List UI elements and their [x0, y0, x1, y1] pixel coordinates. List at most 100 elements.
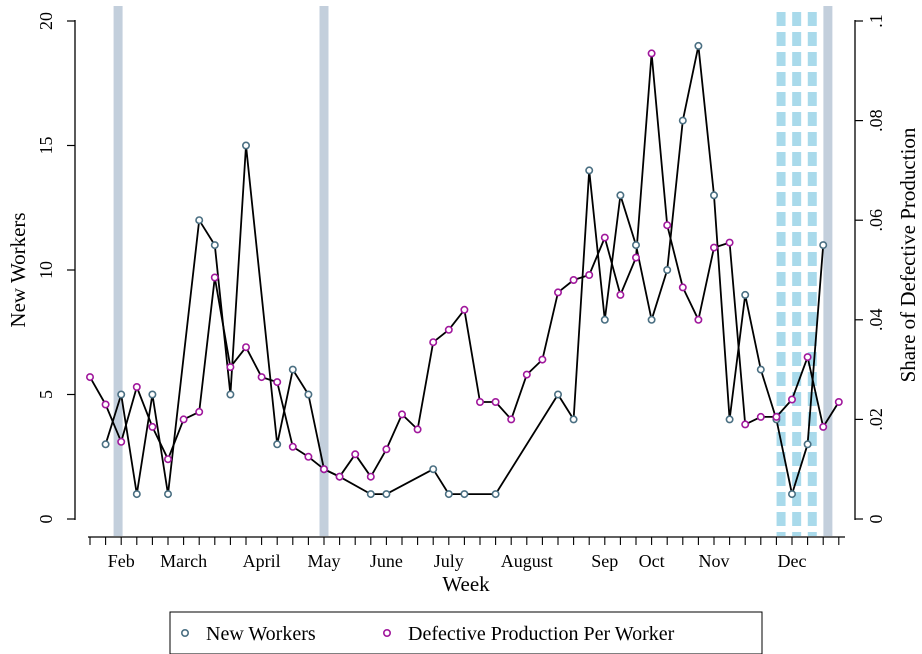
point-new-workers-10	[288, 365, 297, 374]
month-label-may: May	[308, 551, 341, 571]
legend-label-defective: Defective Production Per Worker	[408, 623, 675, 645]
point-new-workers-14	[366, 490, 375, 499]
point-new-workers-33	[756, 365, 765, 374]
point-defective-production-per-worker-25	[475, 397, 484, 406]
month-label-june: June	[370, 551, 403, 571]
month-label-nov: Nov	[699, 551, 730, 571]
point-new-workers-25	[631, 241, 640, 250]
point-defective-production-per-worker-11	[257, 373, 266, 382]
point-new-workers-20	[553, 390, 562, 399]
point-new-workers-32	[741, 290, 750, 299]
highlight-bands	[113, 6, 833, 536]
point-new-workers-2	[132, 490, 141, 499]
point-new-workers-30	[709, 191, 718, 200]
point-defective-production-per-worker-32	[585, 270, 594, 279]
point-new-workers-8	[242, 141, 251, 150]
series-lines	[89, 45, 840, 496]
point-defective-production-per-worker-33	[600, 233, 609, 242]
month-labels: Feb March April May June July August Sep Oct Nov D…	[108, 551, 807, 571]
right-y-ticks: 0 .02 .04 .06 .08 .1	[855, 14, 886, 524]
right-tick-label-08: .08	[866, 109, 886, 132]
month-label-august: August	[501, 551, 553, 571]
point-defective-production-per-worker-44	[772, 412, 781, 421]
month-label-oct: Oct	[639, 551, 665, 571]
point-defective-production-per-worker-24	[460, 305, 469, 314]
point-new-workers-37	[819, 241, 828, 250]
series-line-new-workers	[104, 45, 825, 496]
point-new-workers-27	[663, 265, 672, 274]
point-new-workers-15	[382, 490, 391, 499]
point-new-workers-19	[491, 490, 500, 499]
point-defective-production-per-worker-27	[507, 415, 516, 424]
point-defective-production-per-worker-34	[616, 290, 625, 299]
month-label-dec: Dec	[778, 551, 807, 571]
left-tick-label-20: 20	[36, 12, 56, 30]
point-new-workers-9	[273, 440, 282, 449]
legend-box	[169, 611, 763, 654]
point-defective-production-per-worker-35	[631, 253, 640, 262]
month-label-april: April	[243, 551, 281, 571]
highlight-band-1	[319, 6, 329, 536]
x-axis-title: Week	[442, 572, 490, 596]
left-tick-label-15: 15	[36, 137, 56, 155]
left-tick-label-5: 5	[36, 390, 56, 399]
point-defective-production-per-worker-5	[164, 455, 173, 464]
point-defective-production-per-worker-41	[725, 238, 734, 247]
month-label-sep: Sep	[591, 551, 618, 571]
month-label-july: July	[434, 551, 464, 571]
month-label-feb: Feb	[108, 551, 135, 571]
legend-marker-new-workers	[181, 628, 190, 637]
right-tick-label-0: 0	[866, 515, 886, 524]
point-defective-production-per-worker-20	[397, 410, 406, 419]
point-defective-production-per-worker-2	[117, 437, 126, 446]
point-new-workers-29	[694, 41, 703, 50]
point-defective-production-per-worker-17	[351, 450, 360, 459]
point-defective-production-per-worker-1	[101, 400, 110, 409]
point-defective-production-per-worker-4	[148, 422, 157, 431]
point-defective-production-per-worker-21	[413, 425, 422, 434]
point-defective-production-per-worker-39	[694, 315, 703, 324]
point-new-workers-24	[616, 191, 625, 200]
highlight-band-5	[823, 6, 833, 536]
point-defective-production-per-worker-8	[210, 273, 219, 282]
right-y-axis-title: Share of Defective Production	[896, 127, 920, 382]
point-defective-production-per-worker-37	[663, 221, 672, 230]
point-new-workers-0	[101, 440, 110, 449]
point-new-workers-16	[429, 465, 438, 474]
point-new-workers-1	[117, 390, 126, 399]
point-defective-production-per-worker-38	[678, 283, 687, 292]
point-new-workers-4	[164, 490, 173, 499]
right-tick-label-04: .04	[866, 309, 886, 332]
right-tick-label-06: .06	[866, 209, 886, 232]
point-defective-production-per-worker-47	[819, 422, 828, 431]
point-defective-production-per-worker-15	[319, 465, 328, 474]
point-new-workers-18	[460, 490, 469, 499]
point-defective-production-per-worker-46	[803, 353, 812, 362]
left-y-ticks: 0 5 10 15 20	[36, 12, 75, 524]
point-defective-production-per-worker-3	[132, 382, 141, 391]
point-defective-production-per-worker-19	[382, 445, 391, 454]
legend-marker-defective	[382, 628, 391, 637]
point-defective-production-per-worker-31	[569, 275, 578, 284]
point-defective-production-per-worker-45	[787, 395, 796, 404]
point-new-workers-17	[444, 490, 453, 499]
point-new-workers-5	[195, 216, 204, 225]
point-defective-production-per-worker-36	[647, 49, 656, 58]
point-new-workers-21	[569, 415, 578, 424]
point-defective-production-per-worker-29	[538, 355, 547, 364]
month-label-march: March	[160, 551, 207, 571]
point-new-workers-31	[725, 415, 734, 424]
point-new-workers-22	[585, 166, 594, 175]
left-tick-label-0: 0	[36, 515, 56, 524]
point-new-workers-6	[210, 241, 219, 250]
point-defective-production-per-worker-10	[242, 343, 251, 352]
point-defective-production-per-worker-7	[195, 407, 204, 416]
left-tick-label-10: 10	[36, 261, 56, 279]
point-defective-production-per-worker-6	[179, 415, 188, 424]
point-defective-production-per-worker-40	[709, 243, 718, 252]
point-defective-production-per-worker-48	[834, 397, 843, 406]
point-defective-production-per-worker-9	[226, 363, 235, 372]
point-new-workers-36	[803, 440, 812, 449]
left-y-axis-title: New Workers	[6, 212, 30, 327]
